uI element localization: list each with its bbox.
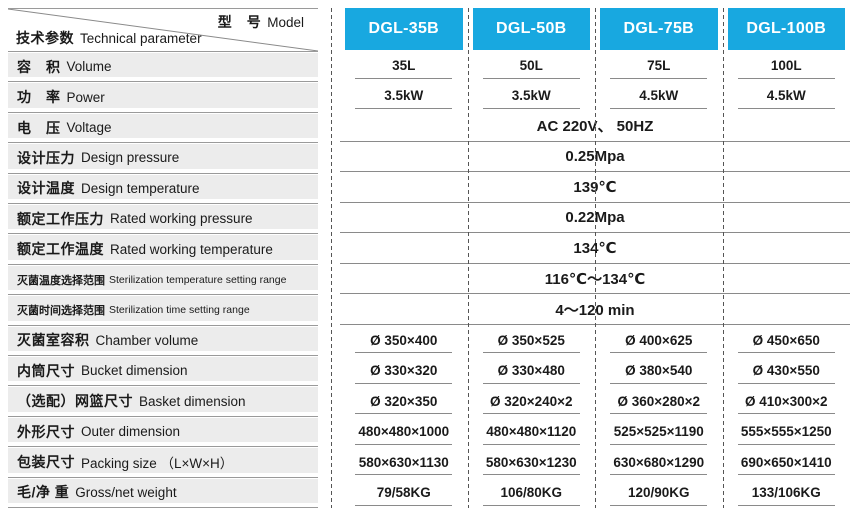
value-cell: Ø 410×300×2 <box>723 386 851 417</box>
value-row-basket-dimension: Ø 320×350 Ø 320×240×2 Ø 360×280×2 Ø 410×… <box>340 386 850 417</box>
value-cell: Ø 360×280×2 <box>595 386 723 417</box>
corner-model-label: 型 号 Model <box>218 12 304 32</box>
model-header-row: DGL-35B DGL-50B DGL-75B DGL-100B <box>340 8 850 50</box>
value-row-volume: 35L 50L 75L 100L <box>340 50 850 81</box>
param-label-design-temperature: 设计温度 Design temperature <box>8 173 318 205</box>
value-cell: 630×680×1290 <box>595 447 723 478</box>
spec-table: 型 号 Model 技术参数 Technical parameter 容 积 Volu… <box>8 8 850 509</box>
value-area: DGL-35B DGL-50B DGL-75B DGL-100B 35L 50L… <box>340 8 850 508</box>
value-cell: Ø 320×240×2 <box>468 386 596 417</box>
param-label-sterilization-temperature-range: 灭菌温度选择范围 Sterilization temperature settin… <box>8 264 318 296</box>
value-cell: 79/58KG <box>340 477 468 508</box>
corner-parameter-en: Technical parameter <box>80 31 202 46</box>
corner-parameter-zh: 技术参数 <box>16 30 74 46</box>
value-row-chamber-volume: Ø 350×400 Ø 350×525 Ø 400×625 Ø 450×650 <box>340 325 850 356</box>
model-header-dgl-35b: DGL-35B <box>345 8 463 50</box>
param-label-chamber-volume: 灭菌室容积 Chamber volume <box>8 325 318 357</box>
corner-model-en: Model <box>267 15 304 30</box>
value-cell: 50L <box>468 50 596 81</box>
value-cell: Ø 330×480 <box>468 355 596 386</box>
corner-model-zh: 型 号 <box>217 14 262 30</box>
value-cell: 525×525×1190 <box>595 416 723 447</box>
param-label-volume: 容 积 Volume <box>8 52 318 83</box>
value-row-packing-size: 580×630×1130 580×630×1230 630×680×1290 6… <box>340 447 850 478</box>
value-cell: 580×630×1130 <box>340 447 468 478</box>
diagonal-divider-line <box>8 9 318 51</box>
parameter-column: 型 号 Model 技术参数 Technical parameter 容 积 Volu… <box>8 8 318 509</box>
dashed-divider-line <box>722 8 724 508</box>
param-label-bucket-dimension: 内筒尺寸 Bucket dimension <box>8 356 318 387</box>
param-label-power: 功 率 Power <box>8 82 318 113</box>
value-cell: Ø 350×525 <box>468 325 596 356</box>
value-cell: 120/90KG <box>595 477 723 508</box>
param-label-gross-net-weight: 毛/净 重 Gross/net weight <box>8 477 318 509</box>
value-cell: 106/80KG <box>468 477 596 508</box>
value-cell: 4.5kW <box>595 81 723 112</box>
model-header-dgl-100b: DGL-100B <box>727 8 845 50</box>
value-cell: 4.5kW <box>723 81 851 112</box>
value-cell: Ø 320×350 <box>340 386 468 417</box>
param-label-rated-working-temperature: 额定工作温度 Rated working temperature <box>8 234 318 265</box>
value-cell: 580×630×1230 <box>468 447 596 478</box>
value-cell: 480×480×1120 <box>468 416 596 447</box>
model-header-dgl-50b: DGL-50B <box>472 8 590 50</box>
value-row-outer-dimension: 480×480×1000 480×480×1120 525×525×1190 5… <box>340 416 850 447</box>
value-cell: 75L <box>595 50 723 81</box>
value-row-gross-net-weight: 79/58KG 106/80KG 120/90KG 133/106KG <box>340 477 850 508</box>
dashed-divider-line <box>331 8 332 508</box>
value-cell: Ø 400×625 <box>595 325 723 356</box>
dashed-divider-line <box>467 8 469 508</box>
param-label-sterilization-time-range: 灭菌时间选择范围 Sterilization time setting range <box>8 295 318 326</box>
value-cell: Ø 330×320 <box>340 355 468 386</box>
value-cell: Ø 430×550 <box>723 355 851 386</box>
corner-parameter-label: 技术参数 Technical parameter <box>16 28 202 48</box>
value-cell: 555×555×1250 <box>723 416 851 447</box>
value-cell: Ø 380×540 <box>595 355 723 386</box>
value-cell: 100L <box>723 50 851 81</box>
dashed-divider-line <box>595 8 596 508</box>
value-cell: 3.5kW <box>468 81 596 112</box>
model-header-dgl-75b: DGL-75B <box>600 8 718 50</box>
value-row-bucket-dimension: Ø 330×320 Ø 330×480 Ø 380×540 Ø 430×550 <box>340 355 850 386</box>
label-value-gap <box>318 8 340 508</box>
param-label-voltage: 电 压 Voltage <box>8 112 318 144</box>
param-label-rated-working-pressure: 额定工作压力 Rated working pressure <box>8 204 318 235</box>
value-cell: 480×480×1000 <box>340 416 468 447</box>
value-cell: Ø 450×650 <box>723 325 851 356</box>
value-cell: 35L <box>340 50 468 81</box>
corner-header-cell: 型 号 Model 技术参数 Technical parameter <box>8 8 318 52</box>
value-cell: 133/106KG <box>723 477 851 508</box>
param-label-packing-size: 包装尺寸 Packing size （L×W×H） <box>8 447 318 478</box>
param-label-design-pressure: 设计压力 Design pressure <box>8 143 318 174</box>
value-row-power: 3.5kW 3.5kW 4.5kW 4.5kW <box>340 81 850 112</box>
value-cell: 3.5kW <box>340 81 468 112</box>
value-cell: Ø 350×400 <box>340 325 468 356</box>
param-label-outer-dimension: 外形尺寸 Outer dimension <box>8 416 318 448</box>
param-label-basket-dimension: （选配）网篮尺寸 Basket dimension <box>8 386 318 417</box>
value-cell: 690×650×1410 <box>723 447 851 478</box>
